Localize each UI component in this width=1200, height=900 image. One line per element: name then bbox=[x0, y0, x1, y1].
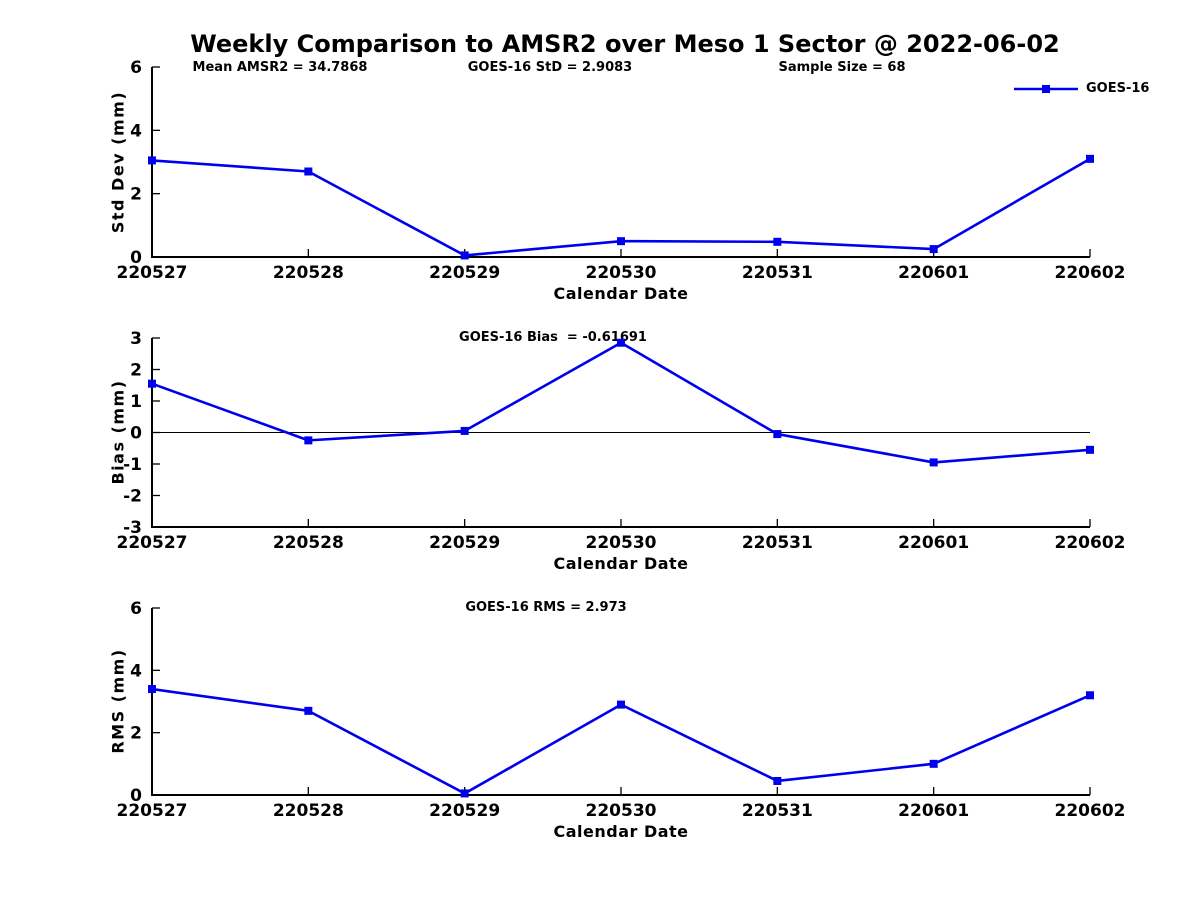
figure-title: Weekly Comparison to AMSR2 over Meso 1 S… bbox=[190, 30, 1060, 58]
x-tick-label: 220527 bbox=[117, 263, 188, 283]
x-tick-label: 220531 bbox=[742, 801, 813, 821]
x-tick-label: 220601 bbox=[898, 533, 969, 553]
data-point-marker bbox=[617, 700, 625, 709]
data-point-marker bbox=[148, 379, 156, 388]
y-tick-label: 3 bbox=[130, 329, 142, 349]
data-point-marker bbox=[460, 789, 469, 798]
y-tick-label: 2 bbox=[130, 185, 142, 205]
x-tick-label: 220528 bbox=[273, 801, 344, 821]
y-tick-label: -3 bbox=[123, 518, 142, 538]
y-tick-label: 1 bbox=[130, 392, 142, 412]
data-point-marker bbox=[1086, 154, 1094, 163]
data-point-marker bbox=[304, 167, 313, 176]
x-tick-label: 220601 bbox=[898, 801, 969, 821]
y-tick-label: 2 bbox=[130, 724, 142, 744]
data-point-marker bbox=[460, 426, 469, 435]
y-tick-label: 4 bbox=[130, 121, 142, 141]
data-point-marker bbox=[304, 436, 313, 445]
annotation-goes16-std: GOES-16 StD = 2.9083 bbox=[467, 60, 633, 75]
subplot-title-rms: GOES-16 RMS = 2.973 bbox=[465, 600, 627, 615]
xlabel-rms: Calendar Date bbox=[553, 822, 689, 841]
x-tick-label: 220530 bbox=[586, 801, 657, 821]
data-point-marker bbox=[1086, 445, 1094, 454]
x-tick-label: 220528 bbox=[273, 533, 344, 553]
x-tick-label: 220527 bbox=[117, 801, 188, 821]
annotation-sample-size: Sample Size = 68 bbox=[778, 60, 906, 75]
data-point-marker bbox=[929, 245, 938, 254]
legend-label: GOES-16 bbox=[1086, 81, 1150, 96]
y-tick-label: 0 bbox=[130, 786, 142, 806]
x-tick-label: 220531 bbox=[742, 533, 813, 553]
rms-subplot: 0 2 4 6 220527 220528 220529 220530 220531 220601… bbox=[117, 599, 1126, 821]
data-point-marker bbox=[773, 430, 782, 439]
x-tick-label: 220602 bbox=[1055, 263, 1126, 283]
y-tick-label: 0 bbox=[130, 248, 142, 268]
axis-spines bbox=[151, 67, 1090, 258]
xlabel-stddev: Calendar Date bbox=[553, 284, 689, 303]
data-point-marker bbox=[929, 759, 938, 768]
legend: GOES-16 bbox=[1013, 81, 1149, 96]
y-tick-label: 6 bbox=[130, 58, 142, 78]
data-point-marker bbox=[148, 685, 156, 694]
data-point-marker bbox=[773, 776, 782, 785]
stddev-subplot: 0 2 4 6 220527 220528 220529 220530 220531 220601… bbox=[117, 58, 1126, 283]
data-point-marker bbox=[304, 706, 313, 715]
bias-subplot: -3 -2 -1 0 1 2 3 220527 220528 220529 220530 220531… bbox=[117, 329, 1126, 553]
y-tick-label: 2 bbox=[130, 361, 142, 381]
y-tick-label: -2 bbox=[123, 487, 142, 507]
x-tick-label: 220527 bbox=[117, 533, 188, 553]
x-tick-label: 220602 bbox=[1055, 533, 1126, 553]
legend-line-sample bbox=[1014, 84, 1078, 93]
data-point-marker bbox=[460, 251, 469, 260]
x-tick-label: 220530 bbox=[586, 533, 657, 553]
x-tick-label: 220528 bbox=[273, 263, 344, 283]
x-tick-label: 220530 bbox=[586, 263, 657, 283]
y-tick-label: 4 bbox=[130, 661, 142, 681]
x-tick-label: 220529 bbox=[429, 801, 500, 821]
x-tick-label: 220529 bbox=[429, 263, 500, 283]
subplot-title-bias: GOES-16 Bias = -0.61691 bbox=[459, 330, 647, 345]
data-point-marker bbox=[617, 338, 625, 347]
data-point-marker bbox=[148, 156, 156, 165]
data-point-marker bbox=[1086, 691, 1094, 700]
annotation-mean-amsr2: Mean AMSR2 = 34.7868 bbox=[192, 60, 368, 75]
x-tick-label: 220601 bbox=[898, 263, 969, 283]
bias-series-line bbox=[151, 341, 1091, 464]
legend-marker-icon bbox=[1042, 84, 1050, 93]
y-tick-label: 0 bbox=[130, 424, 142, 444]
x-tick-label: 220602 bbox=[1055, 801, 1126, 821]
y-tick-label: -1 bbox=[123, 455, 142, 475]
data-point-marker bbox=[617, 237, 625, 246]
x-tick-label: 220529 bbox=[429, 533, 500, 553]
xlabel-bias: Calendar Date bbox=[553, 554, 689, 573]
data-point-marker bbox=[929, 458, 938, 467]
y-tick-label: 6 bbox=[130, 599, 142, 619]
x-tick-label: 220531 bbox=[742, 263, 813, 283]
data-point-marker bbox=[773, 237, 782, 246]
